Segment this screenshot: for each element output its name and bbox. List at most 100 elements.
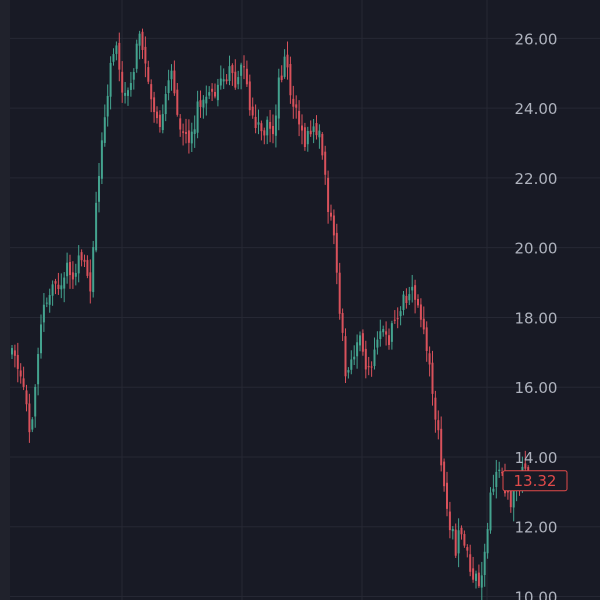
grid-lines [10, 0, 600, 600]
candle-body [448, 511, 451, 531]
candle-body [411, 286, 414, 291]
candle-body [274, 115, 277, 136]
candle-body [100, 140, 103, 179]
candle-body [480, 575, 483, 588]
candle-body [428, 353, 431, 365]
candle-body [106, 95, 109, 117]
candle-body [144, 46, 147, 64]
candle-body [431, 362, 434, 394]
candle-body [385, 331, 388, 335]
candle-body [95, 202, 98, 251]
candle-body [129, 83, 132, 90]
candle-body [92, 247, 95, 293]
candle-body [243, 66, 245, 68]
candle-body [254, 116, 257, 129]
candle-body [19, 370, 22, 377]
candle-body [425, 327, 428, 352]
price-tick-label: 12.00 [515, 519, 558, 537]
candle-body [353, 356, 356, 360]
candle-body [272, 125, 274, 135]
candle-body [388, 335, 390, 345]
candle-body [370, 366, 373, 368]
candle-body [216, 84, 219, 101]
candle-body [347, 370, 350, 373]
candle-body [457, 530, 460, 554]
candle-body [167, 80, 170, 93]
candle-body [289, 64, 292, 96]
candle-body [356, 342, 359, 357]
candle-body [208, 92, 211, 96]
candle-body [309, 130, 312, 135]
candle-body [399, 311, 402, 317]
left-edge-strip [0, 0, 10, 600]
candle-body [228, 66, 231, 82]
last-price-marker: 13.32 [502, 470, 568, 492]
candle-body [237, 77, 240, 85]
candle-body [379, 331, 382, 340]
candle-body [506, 490, 509, 493]
candle-body [118, 42, 121, 70]
price-tick-label: 14.00 [515, 449, 558, 467]
candle-body [115, 45, 118, 54]
candle-body [437, 420, 440, 431]
candle-body [472, 568, 475, 580]
candle-body [74, 272, 77, 277]
candle-body [231, 65, 234, 74]
candle-body [205, 96, 208, 104]
candle-body [127, 90, 129, 96]
last-price-label: 13.32 [514, 472, 557, 490]
candle-body [405, 295, 408, 304]
candle-body [25, 390, 28, 405]
candle-body [324, 151, 327, 175]
candle-body [419, 304, 422, 320]
candle-body [11, 348, 13, 355]
candle-body [185, 132, 187, 134]
candle-body [280, 75, 283, 80]
candle-body [414, 285, 417, 300]
candle-body [364, 348, 367, 370]
candle-body [263, 130, 266, 136]
candle-body [251, 106, 254, 116]
candle-body [382, 329, 385, 333]
candle-body [422, 318, 425, 330]
candle-body [214, 91, 216, 97]
candle-body [196, 101, 199, 133]
candle-body [475, 573, 477, 581]
candle-body [135, 43, 138, 69]
candle-body [367, 366, 370, 368]
candle-body [298, 110, 301, 125]
candle-body [335, 232, 338, 273]
candle-body [86, 260, 89, 276]
candle-body [463, 534, 466, 546]
candle-body [109, 62, 112, 97]
candle-body [22, 378, 25, 387]
candle-body [376, 339, 379, 348]
candle-body [454, 529, 457, 556]
candle-body [318, 130, 321, 138]
candle-body [66, 262, 69, 277]
candle-body [98, 176, 100, 202]
candle-body [321, 133, 324, 156]
candle-body [301, 125, 303, 131]
candle-body [42, 304, 45, 323]
price-tick-label: 20.00 [515, 240, 558, 258]
candle-body [202, 99, 205, 108]
candle-body [327, 177, 330, 213]
price-tick-label: 10.00 [515, 589, 558, 600]
candle-body [338, 272, 341, 314]
candle-body [330, 212, 332, 217]
candle-body [147, 67, 150, 82]
candle-body [332, 215, 335, 236]
candle-body [45, 302, 48, 304]
candle-body [37, 354, 40, 385]
candle-body [193, 129, 196, 135]
price-tick-label: 18.00 [515, 309, 558, 327]
price-tick-label: 24.00 [515, 100, 558, 118]
price-axis[interactable]: 10.00 12.00 14.00 16.00 18.00 20.00 22.00 24.00… [515, 30, 558, 600]
candle-body [54, 281, 57, 284]
price-tick-label: 22.00 [515, 170, 558, 188]
candle-body [466, 547, 469, 551]
candle-body [51, 284, 54, 296]
